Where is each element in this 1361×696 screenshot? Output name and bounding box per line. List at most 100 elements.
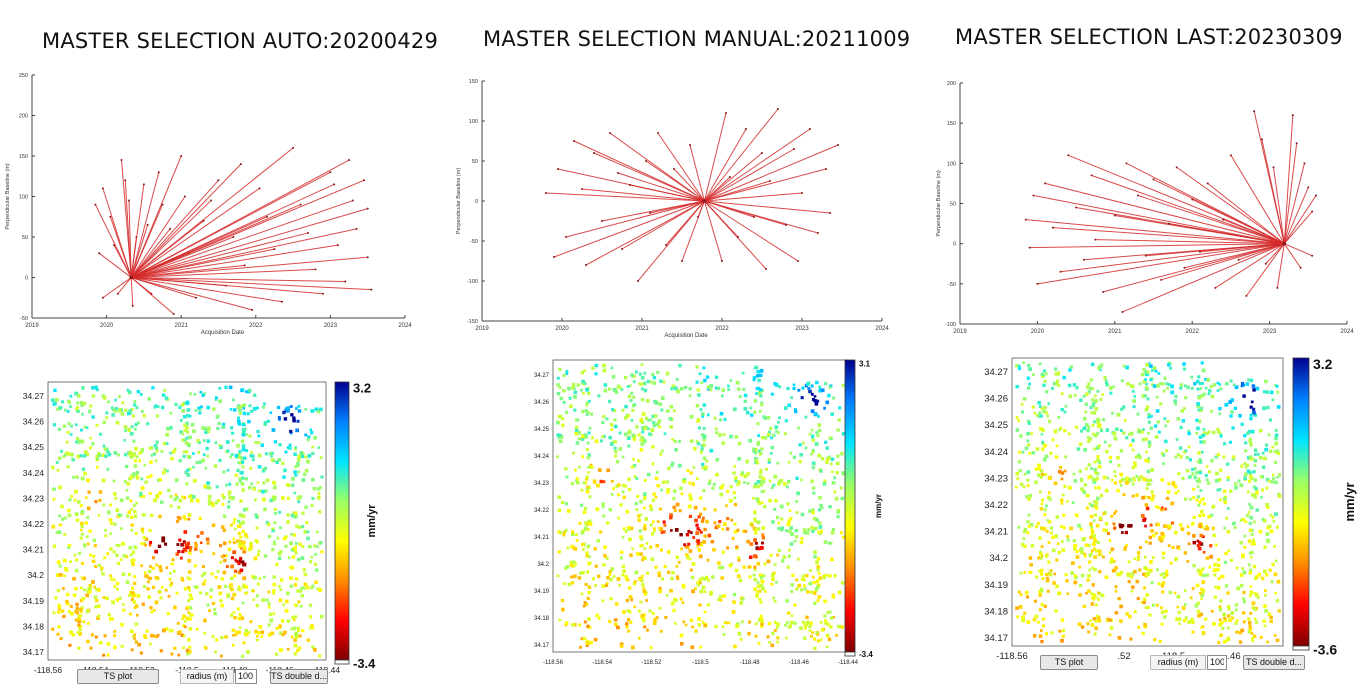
velocity-point [187,586,191,590]
velocity-point [220,636,224,640]
velocity-point [89,553,92,557]
velocity-point [562,388,566,393]
velocity-point [1105,618,1110,623]
velocity-point [670,529,673,532]
velocity-point [62,587,65,590]
velocity-point [246,650,250,654]
velocity-point [576,383,580,387]
velocity-point [202,439,206,442]
velocity-point [1253,464,1257,467]
velocity-point [1197,395,1201,400]
velocity-point [1084,410,1088,414]
velocity-point [79,528,83,532]
velocity-point [52,498,56,501]
velocity-point [241,444,246,448]
velocity-point [278,624,282,628]
velocity-point [1216,381,1220,385]
velocity-point [129,450,133,454]
velocity-point [817,453,822,458]
velocity-point [797,583,802,588]
velocity-point [1225,516,1228,520]
velocity-point [565,565,570,569]
velocity-point [268,535,272,538]
radius-input[interactable] [235,669,257,684]
velocity-point [697,617,701,621]
velocity-point [207,426,211,431]
velocity-point [1164,573,1169,577]
velocity-point [649,507,654,512]
velocity-point [791,573,795,577]
velocity-point [758,597,762,601]
radius-input-last[interactable] [1207,655,1227,670]
velocity-point [1254,575,1259,580]
velocity-point [294,446,297,449]
velocity-point [695,380,699,384]
velocity-point [1167,544,1171,548]
velocity-point [1061,493,1065,497]
velocity-point [748,620,752,624]
velocity-point [1217,640,1221,644]
velocity-point [92,538,97,543]
baseline-line [553,200,705,258]
velocity-point [733,522,737,526]
velocity-point [1085,423,1089,427]
velocity-point [227,505,231,509]
velocity-point [608,435,612,440]
velocity-point [279,648,283,652]
velocity-point [679,386,684,391]
velocity-point [1156,420,1160,424]
velocity-point [237,455,241,459]
velocity-point [1184,396,1188,400]
velocity-point [1253,413,1257,417]
velocity-point [608,570,612,574]
velocity-point [587,391,591,396]
velocity-point [102,503,106,507]
velocity-point [841,471,846,475]
velocity-point [1083,554,1087,558]
velocity-point [773,563,777,567]
velocity-point [1023,544,1027,548]
velocity-point [51,627,55,631]
velocity-point [240,470,244,475]
velocity-point [580,592,584,596]
velocity-point [137,642,141,647]
baseline-line [621,200,705,250]
acquisition-point [1191,198,1194,201]
velocity-point [1244,449,1248,453]
velocity-point [789,542,794,546]
velocity-point [823,479,827,483]
ts-plot-button[interactable]: TS plot [77,669,159,684]
velocity-point [1240,464,1244,468]
baseline-line [1168,223,1285,245]
velocity-point [84,450,88,454]
velocity-point [1156,568,1159,572]
velocity-point [186,468,190,472]
velocity-point [663,523,667,527]
ts-double-button[interactable]: TS double d... [270,669,328,684]
ts-plot-button-last[interactable]: TS plot [1040,655,1098,670]
velocity-point [226,468,230,472]
lat-tick-label: 34.17 [23,647,45,657]
velocity-point [1242,597,1245,601]
velocity-point [117,543,121,547]
velocity-point [817,530,821,534]
velocity-point [1253,478,1257,482]
velocity-point [1164,507,1168,511]
velocity-point [717,598,721,602]
velocity-point [52,611,56,615]
velocity-point [1205,465,1209,468]
velocity-point [231,556,234,560]
velocity-point [301,525,305,529]
velocity-point [672,496,676,501]
velocity-point [1123,547,1127,551]
ts-double-button-last[interactable]: TS double d... [1243,655,1305,670]
velocity-point [1050,631,1054,635]
velocity-point [1234,385,1239,390]
colorbar-min-label: -3.6 [1313,641,1337,657]
velocity-point [1085,493,1090,498]
velocity-point [1122,405,1126,409]
velocity-point [175,496,179,500]
velocity-point [1136,551,1141,555]
velocity-point [793,540,797,543]
velocity-point [239,568,244,573]
